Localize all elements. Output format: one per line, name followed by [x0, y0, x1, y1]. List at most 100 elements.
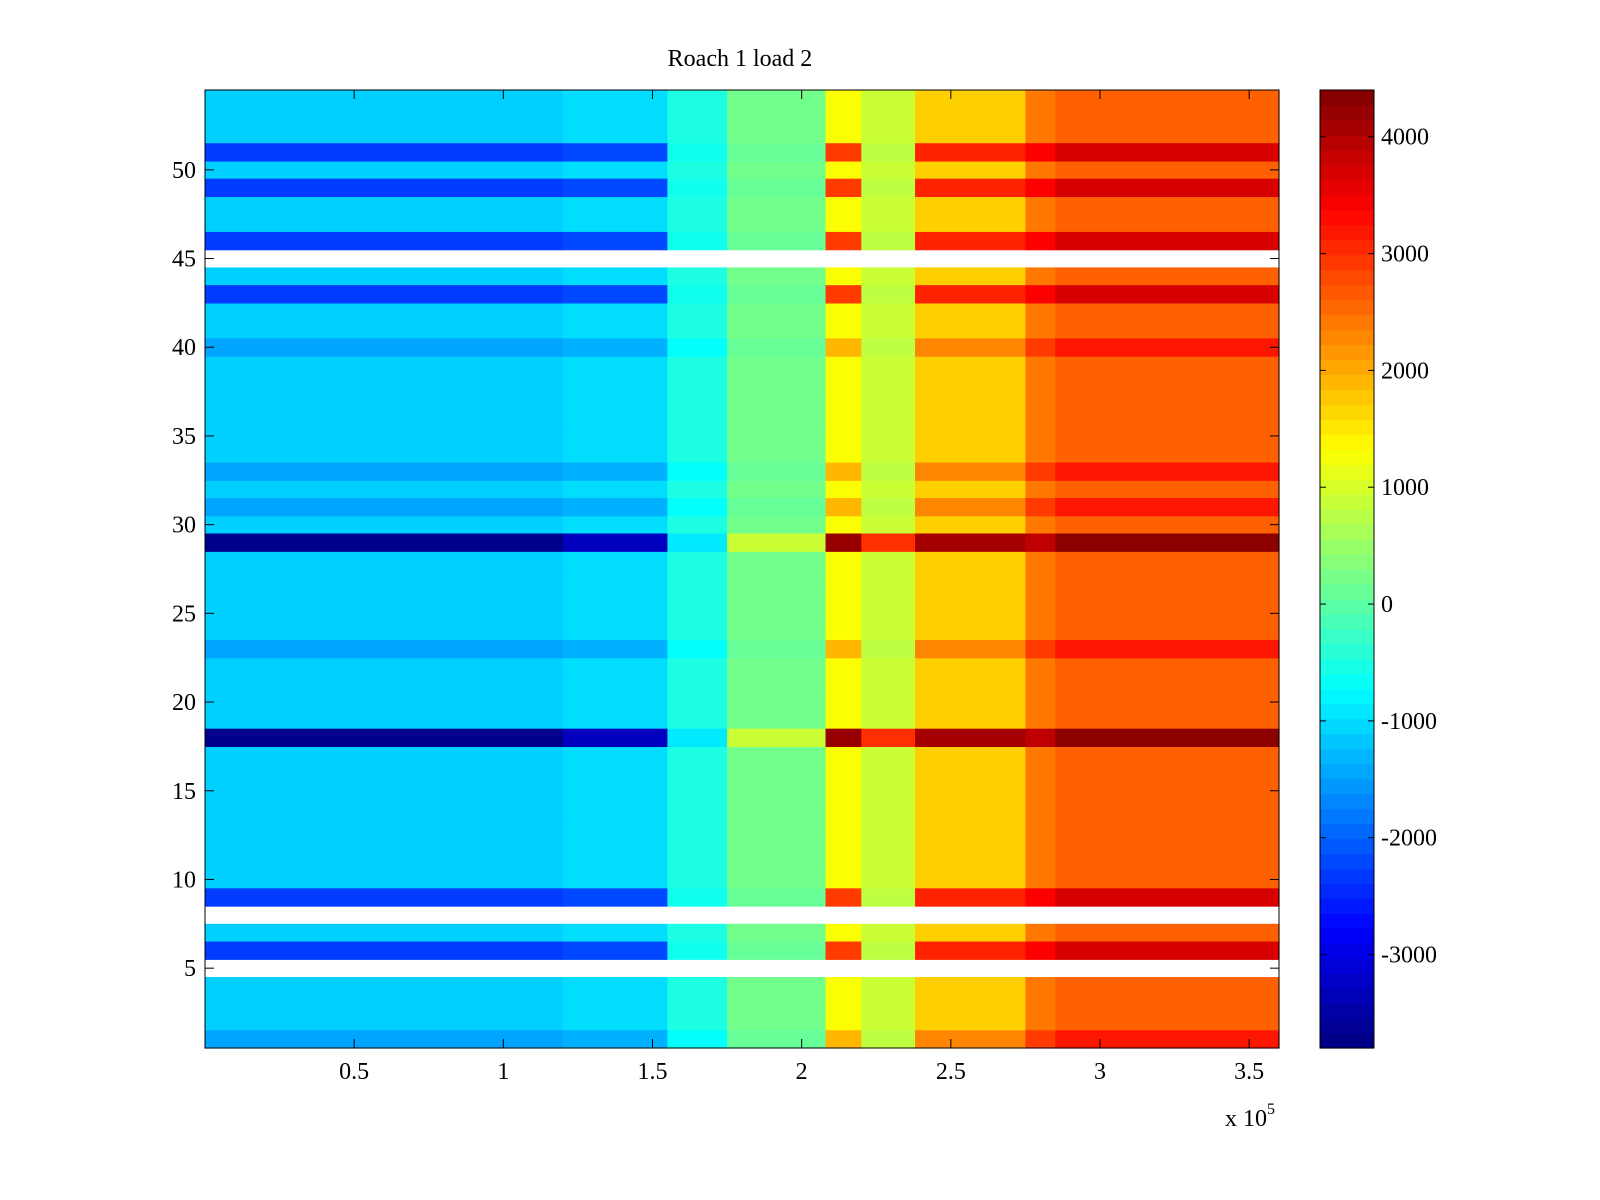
y-tick-label: 5	[184, 956, 196, 982]
heatmap-cell	[915, 1030, 1027, 1049]
colorbar-tick-label: 4000	[1381, 125, 1429, 151]
heatmap-cell	[825, 746, 862, 765]
heatmap-cell	[727, 90, 827, 109]
heatmap-cell	[667, 1012, 728, 1031]
heatmap-cell	[861, 1030, 916, 1049]
heatmap-cell	[667, 160, 728, 180]
heatmap-cell	[1025, 710, 1056, 730]
heatmap-cell	[727, 356, 827, 375]
heatmap-cell	[1025, 799, 1056, 818]
heatmap-cell	[563, 817, 669, 836]
heatmap-cell	[205, 710, 564, 730]
heatmap-cell	[205, 586, 564, 606]
heatmap-cell	[667, 302, 728, 322]
heatmap-cell	[727, 214, 827, 233]
heatmap-cell	[861, 693, 916, 712]
colorbar-step	[1320, 943, 1374, 959]
colorbar-step	[1320, 853, 1374, 869]
heatmap-cell	[915, 675, 1027, 694]
plot-area-frame	[204, 89, 1280, 1049]
heatmap-cell	[563, 356, 669, 375]
heatmap-cell	[915, 480, 1027, 499]
heatmap-cell	[1025, 356, 1056, 375]
heatmap-cell	[1025, 196, 1056, 215]
heatmap-cell	[727, 498, 827, 517]
heatmap-cell	[1025, 267, 1056, 286]
colorbar-step	[1320, 1018, 1374, 1034]
heatmap-cell	[861, 356, 916, 375]
heatmap-cell	[1055, 533, 1280, 552]
heatmap-cell	[1055, 1012, 1280, 1031]
heatmap-cell	[1055, 923, 1280, 943]
heatmap-cell	[1025, 622, 1056, 641]
heatmap-cell	[563, 533, 669, 552]
heatmap-cell	[915, 657, 1027, 677]
heatmap-cell	[1055, 799, 1280, 818]
heatmap-cell	[563, 214, 669, 233]
heatmap-cell	[825, 320, 862, 339]
heatmap-cell	[1025, 835, 1056, 854]
heatmap-cell	[915, 569, 1027, 588]
heatmap-cell	[861, 302, 916, 322]
heatmap-cell	[1025, 214, 1056, 233]
heatmap-cell	[1025, 675, 1056, 694]
heatmap-cell	[563, 498, 669, 517]
colorbar-step	[1320, 419, 1374, 435]
colorbar-step	[1320, 239, 1374, 256]
heatmap-cell	[727, 870, 827, 889]
heatmap-cell	[727, 852, 827, 872]
colorbar-step	[1320, 479, 1374, 495]
heatmap-cell	[563, 515, 669, 535]
heatmap-cell	[915, 214, 1027, 233]
colorbar-step	[1320, 973, 1374, 989]
heatmap-cell	[1025, 462, 1056, 481]
heatmap-cell	[915, 320, 1027, 339]
heatmap-cell	[861, 622, 916, 641]
heatmap-cell	[563, 196, 669, 215]
heatmap-cell	[667, 125, 728, 144]
heatmap-cell	[727, 622, 827, 641]
heatmap-cell	[1025, 1030, 1056, 1049]
heatmap-cell	[1025, 143, 1056, 162]
heatmap-cell	[1055, 693, 1280, 712]
heatmap-cell	[667, 835, 728, 854]
heatmap-cell	[205, 90, 564, 109]
heatmap-cell	[1025, 639, 1056, 659]
heatmap-cell	[563, 1012, 669, 1031]
colorbar-step	[1320, 269, 1374, 286]
heatmap-cell	[563, 994, 669, 1014]
heatmap-cell	[825, 569, 862, 588]
heatmap-cell	[667, 888, 728, 907]
heatmap-cell	[1055, 231, 1280, 251]
heatmap-cell	[915, 1012, 1027, 1031]
heatmap-cell	[825, 1012, 862, 1031]
heatmap-cell	[1025, 817, 1056, 836]
heatmap-cell	[727, 604, 827, 623]
heatmap-cell	[205, 267, 564, 286]
colorbar-step	[1320, 958, 1374, 974]
heatmap-cell	[563, 728, 669, 748]
heatmap-cell	[727, 515, 827, 535]
heatmap-cell	[825, 409, 862, 428]
heatmap-cell	[563, 675, 669, 694]
heatmap-cell	[915, 622, 1027, 641]
heatmap-cell	[1055, 888, 1280, 907]
heatmap-cell	[1025, 320, 1056, 339]
heatmap-cell	[1055, 781, 1280, 801]
heatmap-cell	[667, 338, 728, 357]
heatmap-cell	[825, 356, 862, 375]
heatmap-cell	[667, 107, 728, 127]
colorbar-step	[1320, 524, 1374, 540]
heatmap-cell	[1055, 710, 1280, 730]
heatmap-cell	[1055, 178, 1280, 198]
heatmap-cell	[1025, 764, 1056, 783]
colorbar-step	[1320, 928, 1374, 944]
heatmap-cell	[861, 231, 916, 251]
heatmap-cell	[667, 143, 728, 162]
heatmap-cell	[1025, 1012, 1056, 1031]
heatmap-cell	[667, 693, 728, 712]
colorbar-step	[1320, 104, 1374, 121]
x-tick-label: 0.5	[339, 1059, 369, 1085]
heatmap-cell	[825, 852, 862, 872]
heatmap-cell	[1025, 870, 1056, 889]
